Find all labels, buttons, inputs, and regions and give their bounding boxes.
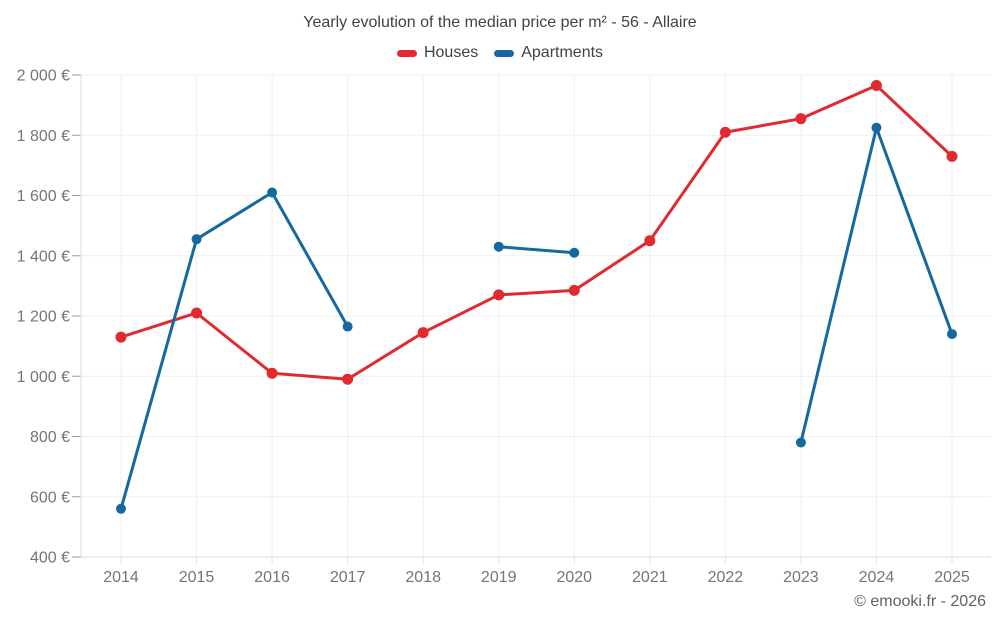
x-axis-tick-label: 2021: [632, 569, 668, 586]
y-axis-tick-label: 400 €: [30, 550, 70, 567]
x-axis-tick-label: 2020: [556, 569, 592, 586]
houses-series-swatch-icon: [396, 49, 417, 57]
chart-legend: Houses Apartments: [0, 44, 1000, 62]
series-line-apartments: [497, 245, 576, 255]
data-point-houses-2016[interactable]: [266, 367, 278, 379]
y-axis-tick-label: 1 200 €: [17, 309, 70, 326]
legend-item-houses[interactable]: Houses: [396, 44, 479, 62]
y-axis-tick-label: 1 000 €: [17, 369, 70, 386]
data-point-apartments-2017[interactable]: [342, 321, 353, 332]
legend-label-apartments: Apartments: [521, 44, 604, 61]
x-axis-tick-label: 2015: [179, 569, 215, 586]
y-axis-tick-label: 1 400 €: [17, 248, 70, 265]
data-point-houses-2022[interactable]: [719, 126, 731, 138]
data-point-apartments-2020[interactable]: [569, 247, 580, 258]
data-point-apartments-2015[interactable]: [191, 234, 202, 245]
x-axis-tick-label: 2016: [254, 569, 290, 586]
x-axis-tick-label: 2023: [783, 569, 819, 586]
data-point-apartments-2024[interactable]: [871, 122, 882, 133]
data-point-apartments-2014[interactable]: [116, 503, 126, 514]
data-point-houses-2020[interactable]: [568, 284, 580, 296]
data-point-apartments-2023[interactable]: [795, 437, 806, 448]
x-axis-tick-label: 2019: [481, 569, 517, 586]
x-axis-tick-label: 2014: [103, 569, 139, 586]
x-axis-tick-label: 2025: [934, 569, 970, 586]
data-point-houses-2025[interactable]: [946, 150, 958, 162]
legend-label-houses: Houses: [423, 44, 479, 61]
data-point-houses-2014[interactable]: [115, 331, 127, 343]
watermark: © emooki.fr - 2026: [854, 593, 986, 610]
data-point-houses-2024[interactable]: [870, 80, 882, 92]
x-axis-tick-label: 2018: [405, 569, 441, 586]
data-point-apartments-2025[interactable]: [947, 329, 957, 340]
legend-item-apartments[interactable]: Apartments: [494, 44, 603, 62]
data-point-houses-2017[interactable]: [342, 373, 354, 385]
data-point-houses-2021[interactable]: [644, 235, 656, 247]
data-point-houses-2015[interactable]: [191, 307, 203, 319]
y-axis-tick-label: 1 600 €: [17, 188, 70, 205]
x-axis-tick-label: 2024: [859, 569, 895, 586]
series-line-apartments: [119, 190, 350, 511]
y-axis-tick-label: 600 €: [30, 489, 70, 506]
x-axis-tick-label: 2017: [330, 569, 366, 586]
data-point-apartments-2016[interactable]: [267, 187, 278, 198]
data-point-houses-2018[interactable]: [417, 327, 429, 339]
chart-title: Yearly evolution of the median price per…: [303, 14, 697, 31]
series-line-houses: [119, 84, 954, 381]
y-axis-tick-label: 2 000 €: [17, 68, 70, 85]
x-axis-tick-label: 2022: [708, 569, 744, 586]
y-axis-tick-label: 1 800 €: [17, 128, 70, 145]
data-point-houses-2023[interactable]: [795, 113, 807, 125]
data-point-apartments-2019[interactable]: [493, 241, 504, 252]
y-axis-tick-label: 800 €: [30, 429, 70, 446]
data-point-houses-2019[interactable]: [493, 289, 505, 301]
apartments-series-swatch-icon: [494, 49, 515, 57]
